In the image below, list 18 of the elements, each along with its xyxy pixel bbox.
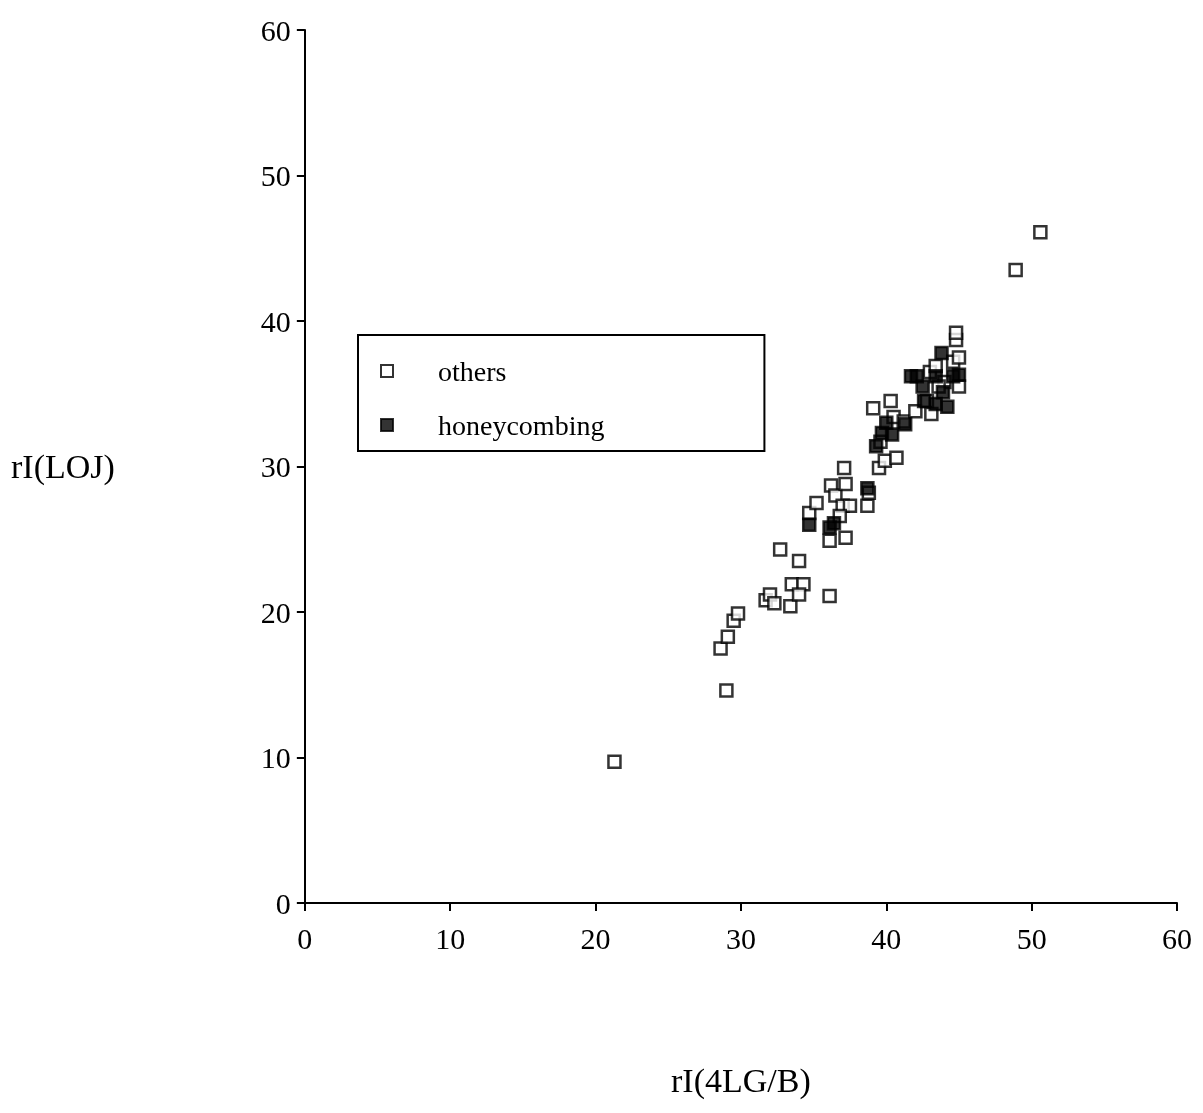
y-tick-label: 40	[260, 304, 291, 338]
legend-label: others	[438, 355, 507, 387]
y-tick-label: 10	[260, 741, 291, 774]
x-tick-label: 60	[1162, 921, 1192, 955]
y-tick-label: 30	[260, 450, 291, 483]
x-tick-label: 20	[580, 921, 611, 955]
y-tick-label: 50	[260, 159, 291, 192]
x-tick-label: 30	[725, 921, 756, 955]
x-tick-label: 50	[1016, 921, 1047, 955]
y-tick-label: 0	[275, 886, 291, 920]
x-tick-label: 0	[297, 921, 313, 955]
y-tick-label: 60	[260, 13, 291, 47]
y-tick-label: 20	[260, 595, 291, 629]
legend-label: honeycombing	[438, 409, 605, 441]
y-axis-title: rI(LOJ)	[11, 448, 115, 486]
x-tick-label: 40	[871, 921, 902, 955]
x-axis-title: rI(4LG/B)	[671, 1061, 811, 1100]
x-tick-label: 10	[435, 921, 466, 955]
